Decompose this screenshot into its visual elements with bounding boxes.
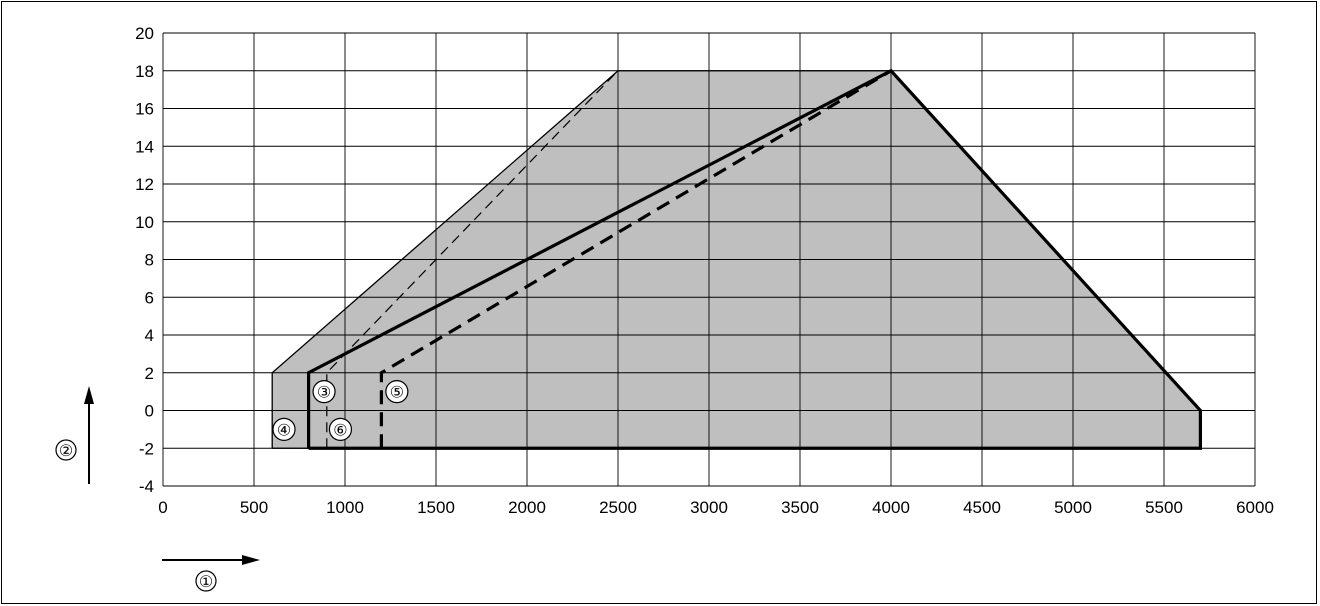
annotation-label: ④ (277, 422, 291, 439)
x-tick-label: 5500 (1145, 498, 1183, 517)
y-axis-label-marker: ② (55, 439, 77, 461)
x-tick-label: 1000 (326, 498, 364, 517)
x-tick-label: 2500 (599, 498, 637, 517)
x-axis-arrow (162, 555, 260, 565)
y-axis-label: ② (59, 443, 73, 460)
x-axis-label: ① (199, 574, 213, 591)
y-tick-label: 4 (145, 326, 154, 345)
annotation-marker (328, 417, 353, 441)
y-tick-labels: -4 -2 0 2 4 6 8 10 12 14 16 18 20 (135, 24, 154, 496)
y-tick-label: 8 (145, 251, 154, 270)
annotations: ③ ④ ⑤ ⑥ (272, 380, 409, 441)
x-tick-label: 4500 (963, 498, 1001, 517)
annotation-marker (312, 380, 336, 404)
series-line (307, 68, 1203, 450)
x-tick-label: 3500 (781, 498, 819, 517)
y-tick-label: 10 (135, 213, 154, 232)
y-tick-label: 12 (135, 175, 154, 194)
x-axis-label-marker: ① (195, 570, 217, 592)
series-line (326, 70, 619, 449)
x-tick-label: 500 (240, 498, 268, 517)
x-tick-label: 1500 (417, 498, 455, 517)
x-tick-label: 3000 (690, 498, 728, 517)
x-tick-labels: 0 500 1000 1500 2000 2500 3000 3500 4000 4500 5000… (158, 498, 1274, 517)
annotation-label: ⑥ (333, 422, 347, 439)
annotation-marker (385, 380, 409, 404)
x-tick-label: 2000 (508, 498, 546, 517)
y-tick-label: -4 (139, 477, 154, 496)
annotation-marker (272, 417, 296, 441)
series-line (379, 69, 892, 449)
y-tick-label: 0 (145, 402, 154, 421)
y-tick-label: 20 (135, 24, 154, 43)
y-tick-label: 6 (145, 288, 154, 307)
y-tick-label: 18 (135, 62, 154, 81)
x-tick-label: 4000 (872, 498, 910, 517)
x-tick-label: 6000 (1236, 498, 1274, 517)
y-tick-label: -2 (139, 439, 154, 458)
y-tick-label: 16 (135, 100, 154, 119)
y-axis-arrow (84, 386, 94, 484)
series-lines (271, 68, 1203, 450)
annotation-label: ③ (317, 385, 331, 402)
y-tick-label: 2 (145, 364, 154, 383)
x-tick-label: 5000 (1054, 498, 1092, 517)
annotation-label: ⑤ (390, 385, 404, 402)
y-tick-label: 14 (135, 137, 154, 156)
x-tick-label: 0 (158, 498, 167, 517)
